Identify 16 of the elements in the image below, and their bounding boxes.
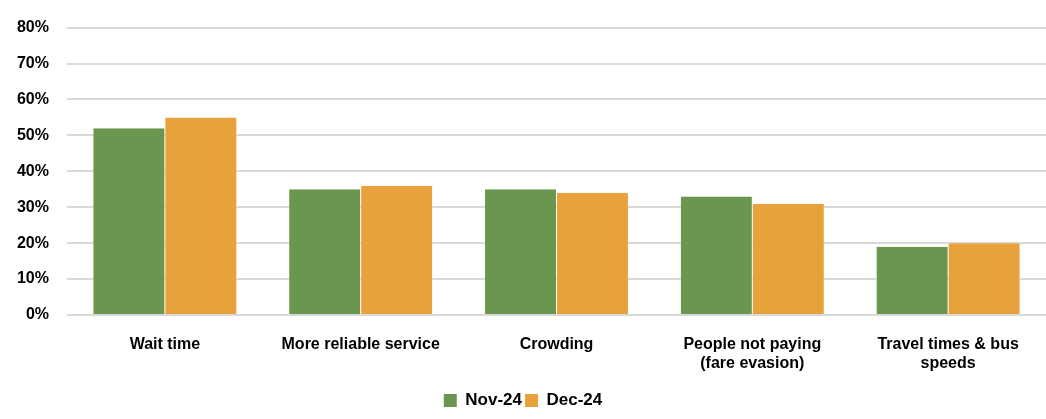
- y-tick-label: 50%: [16, 125, 49, 143]
- y-tick-label: 0%: [25, 305, 49, 323]
- legend-label: Nov-24: [465, 390, 523, 410]
- y-tick-label: 60%: [16, 89, 49, 107]
- x-tick-label: Wait time: [129, 335, 201, 353]
- y-tick-label: 70%: [16, 53, 49, 71]
- y-tick-label: 20%: [16, 233, 49, 251]
- legend-label: Dec-24: [546, 390, 603, 410]
- y-tick-label: 30%: [16, 197, 49, 215]
- y-tick-label: 10%: [16, 269, 49, 287]
- x-tick-label: Crowding: [519, 335, 594, 353]
- y-tick-label: 40%: [16, 161, 49, 179]
- x-tick-label: More reliable service: [281, 335, 440, 353]
- x-tick-label: People not paying (fare evasion): [683, 335, 822, 372]
- x-tick-label: Travel times & bus speeds: [877, 335, 1019, 372]
- y-tick-label: 80%: [16, 18, 49, 36]
